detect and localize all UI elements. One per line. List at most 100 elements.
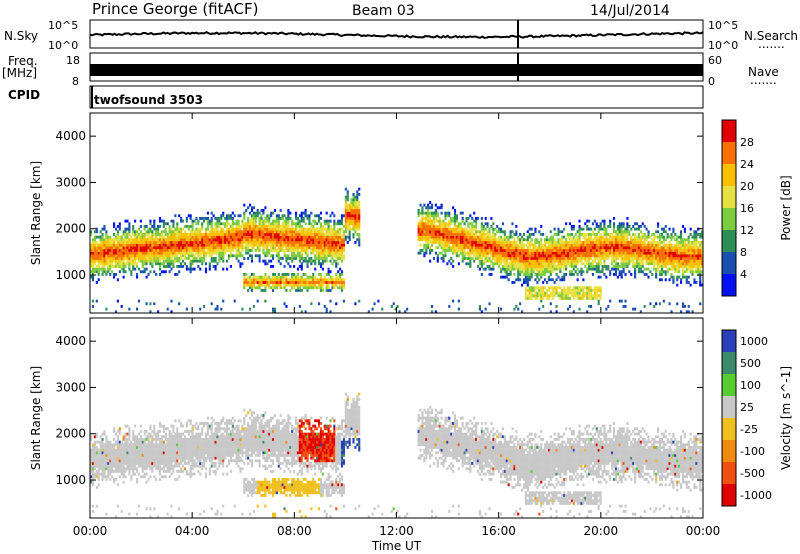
power-cell	[314, 254, 317, 258]
power-cell	[287, 219, 290, 223]
power-cell	[293, 278, 296, 282]
power-cell	[317, 238, 321, 242]
power-cell	[687, 249, 690, 252]
power-cell	[584, 294, 587, 298]
power-cell	[662, 235, 665, 239]
power-cell	[227, 230, 231, 234]
power-cell	[344, 238, 347, 242]
power-cell	[199, 230, 202, 234]
power-cell	[505, 243, 508, 247]
power-cell	[538, 278, 541, 282]
power-cell	[588, 267, 591, 271]
power-cell	[250, 273, 254, 276]
power-cell	[578, 227, 581, 231]
power-cell	[222, 259, 225, 263]
power-cell	[260, 209, 263, 212]
power-cell	[438, 225, 441, 228]
power-cell	[160, 241, 163, 244]
power-cell	[99, 243, 102, 247]
power-cell	[145, 262, 148, 266]
power-cell	[275, 225, 278, 228]
power-cell	[310, 262, 313, 266]
power-cell	[603, 241, 606, 244]
power-cell	[657, 267, 660, 271]
power-cell	[580, 262, 583, 266]
power-cell	[568, 251, 572, 255]
power-cell	[465, 243, 468, 247]
power-cell	[492, 222, 495, 226]
power-cell	[628, 251, 631, 255]
power-cell	[306, 243, 309, 247]
power-cell	[593, 246, 596, 250]
power-cell	[239, 243, 242, 247]
power-cell	[643, 225, 646, 228]
power-cell	[166, 254, 169, 258]
power-cell	[314, 275, 317, 279]
power-cell	[195, 235, 198, 239]
power-cell	[595, 270, 598, 274]
power-cell	[436, 227, 439, 231]
power-cell	[176, 227, 179, 231]
power-cell	[237, 235, 240, 239]
power-cell	[524, 259, 527, 263]
power-cell	[283, 278, 286, 282]
power-cell	[191, 249, 194, 252]
power-cell	[231, 241, 234, 244]
power-cell	[480, 225, 483, 228]
power-cell	[227, 238, 231, 242]
power-cell	[637, 246, 640, 250]
power-cell	[480, 273, 483, 276]
power-cell	[277, 219, 280, 223]
power-cell	[160, 249, 163, 252]
power-cell	[586, 254, 589, 258]
power-cell	[348, 209, 351, 212]
power-cell	[440, 246, 443, 250]
power-cell	[181, 259, 185, 263]
power-cell	[296, 219, 300, 223]
power-cell	[542, 254, 545, 258]
power-cell	[296, 286, 300, 290]
power-cell	[582, 294, 585, 298]
power-cell	[574, 289, 577, 292]
power-cell	[639, 225, 642, 228]
power-cell	[298, 222, 301, 226]
power-cell	[618, 235, 621, 239]
power-cell	[103, 249, 106, 252]
power-cell	[185, 217, 188, 220]
power-cell	[325, 273, 328, 276]
power-cell	[528, 270, 531, 274]
power-cell	[157, 257, 160, 260]
power-cell	[681, 267, 685, 271]
power-cell	[122, 270, 125, 274]
power-cell	[99, 241, 102, 244]
power-cell	[293, 275, 296, 279]
power-cell	[193, 243, 196, 247]
velocity-cell	[91, 483, 95, 487]
power-cell	[678, 267, 681, 271]
power-cell	[611, 235, 614, 239]
power-cell	[325, 233, 328, 236]
power-cell	[616, 275, 619, 279]
power-cell	[605, 265, 608, 268]
power-cell	[283, 238, 286, 242]
power-cell	[612, 230, 616, 234]
power-cell	[446, 238, 449, 242]
power-cell	[105, 254, 108, 258]
power-cell	[181, 219, 185, 223]
power-cell	[122, 275, 125, 279]
power-cell	[252, 241, 255, 244]
power-cell	[279, 233, 282, 236]
power-cell	[423, 217, 426, 220]
power-cell	[317, 259, 321, 263]
velocity-cell	[91, 454, 95, 457]
power-cell	[329, 225, 332, 228]
power-cell	[120, 254, 123, 258]
power-cell	[521, 283, 524, 287]
power-cell	[691, 235, 694, 239]
power-cell	[122, 267, 125, 271]
power-cell	[308, 259, 311, 263]
power-cell	[252, 273, 255, 276]
power-cell	[107, 246, 110, 250]
power-cell	[457, 243, 460, 247]
power-cell	[649, 249, 652, 252]
